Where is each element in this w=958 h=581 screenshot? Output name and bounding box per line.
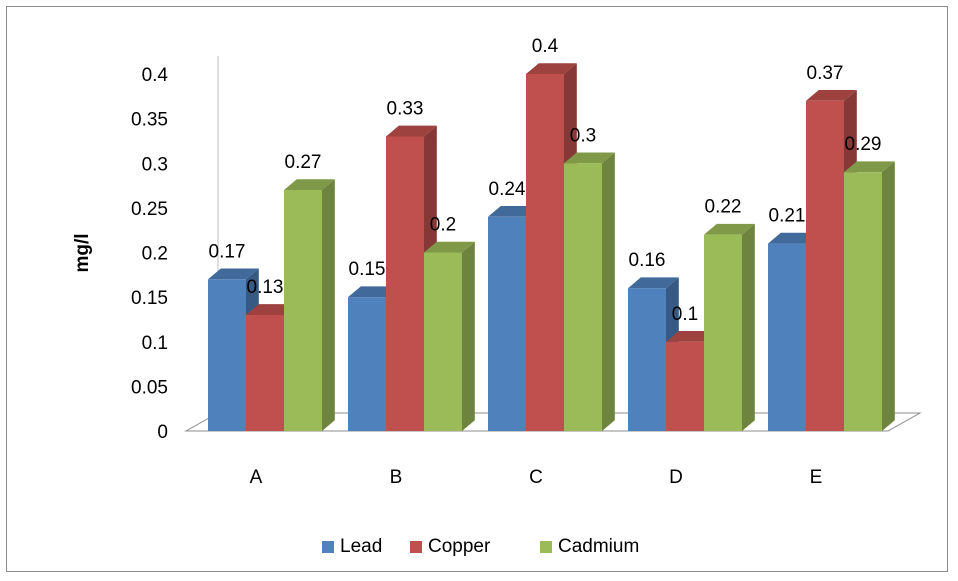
data-label: 0.3 [570,125,596,146]
data-label: 0.22 [705,197,742,218]
label-layer: 0.170.13 0.27 0.15 0.33 0.2 0.24 0.4 0.3 0.16 0.1… [209,36,882,325]
x-tick-label: E [810,467,823,488]
bar-cadmium-a [284,179,335,431]
y-tick-label: 0.15 [131,288,168,309]
bar-layer [208,63,895,432]
y-tick-label: 0.25 [131,199,168,220]
data-label: 0.17 [209,241,246,262]
legend-item-lead: Lead [322,536,382,557]
bar-cadmium-c [564,152,615,431]
data-label: 0.27 [285,152,322,173]
data-label: 0.24 [489,179,526,200]
bar-cadmium-d [704,223,755,431]
data-label: 0.4 [532,36,559,57]
legend-label: Lead [340,536,382,557]
y-tick-label: 0.2 [142,244,168,265]
y-tick-label: 0.4 [142,65,169,86]
data-label: 0.29 [845,134,882,155]
y-tick-label: 0.1 [142,333,168,354]
legend-swatch [322,541,334,553]
bar-cadmium-b [424,241,475,431]
data-label: 0.16 [629,250,666,271]
bar-cadmium-e [844,161,895,432]
x-tick-label: D [669,467,683,488]
y-axis-title: mg/l [72,233,93,272]
data-label: 0.1 [672,304,698,325]
data-label: 0.21 [769,206,806,227]
y-tick-label: 0.35 [131,110,168,131]
x-tick-label: C [529,467,543,488]
legend-item-copper: Copper [410,536,491,557]
data-label: 0.37 [807,63,844,84]
data-label: 0.33 [387,98,424,119]
y-tick-label: 0.05 [131,377,168,398]
data-label: 0.2 [430,215,456,236]
legend: Lead Copper Cadmium [322,536,639,557]
data-label: 0.13 [247,277,284,298]
data-label: 0.15 [349,259,386,280]
x-tick-label: B [390,467,403,488]
y-tick-label: 0 [157,422,168,443]
legend-label: Cadmium [558,536,639,557]
y-tick-label: 0.3 [142,154,168,175]
legend-swatch [410,541,422,553]
legend-label: Copper [428,536,491,557]
legend-swatch [540,541,552,553]
x-tick-label: A [250,467,263,488]
legend-item-cadmium: Cadmium [540,536,639,557]
